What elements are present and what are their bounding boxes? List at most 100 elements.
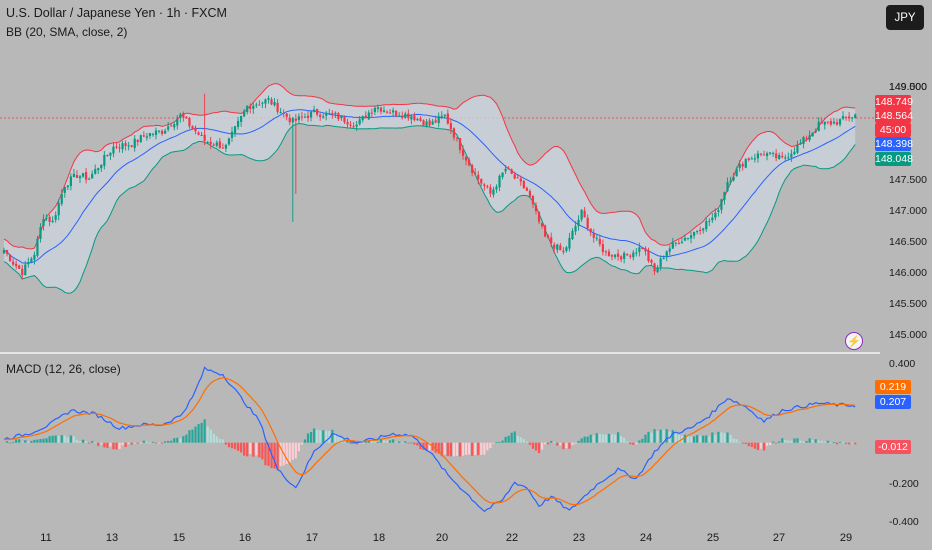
histogram-bar: [66, 437, 69, 443]
candle-body: [121, 143, 124, 150]
histogram-bar: [78, 441, 82, 443]
candle-body: [696, 231, 699, 233]
candle-body: [303, 116, 307, 118]
candle-body: [112, 146, 115, 154]
histogram-bar: [474, 442, 477, 455]
candle-body: [142, 135, 145, 137]
histogram-bar: [361, 442, 364, 444]
candle-body: [778, 155, 781, 160]
candle-body: [510, 169, 513, 174]
histogram-bar: [109, 442, 112, 447]
macd-legend[interactable]: MACD (12, 26, close): [6, 362, 121, 376]
candle-body: [167, 126, 170, 130]
candle-body: [641, 247, 644, 250]
candle-body: [273, 102, 276, 106]
histogram-bar: [817, 440, 820, 443]
candle-body: [662, 258, 665, 260]
histogram-bar: [279, 442, 282, 467]
candle-body: [793, 151, 796, 155]
candle-body: [841, 116, 845, 119]
histogram-bar: [501, 440, 504, 443]
candle-body: [203, 134, 206, 142]
candle-body: [136, 139, 139, 142]
candle-body: [544, 225, 547, 237]
candle-body: [592, 233, 595, 238]
candle-body: [458, 138, 462, 151]
histogram-bar: [157, 442, 161, 444]
histogram-bar: [437, 442, 440, 454]
candle-body: [103, 154, 106, 166]
histogram-bar: [373, 442, 376, 443]
candle-body: [702, 228, 705, 231]
time-label: 20: [435, 532, 449, 544]
candle-body: [735, 168, 738, 177]
candle-body: [352, 126, 355, 128]
candle-body: [826, 121, 829, 123]
histogram-bar: [337, 436, 340, 443]
candle-body: [12, 261, 15, 265]
candle-body: [689, 235, 693, 239]
candle-body: [328, 113, 331, 115]
histogram-bar: [364, 441, 367, 443]
histogram-bar: [820, 440, 823, 443]
candle-body: [851, 117, 854, 119]
histogram-bar: [610, 434, 614, 443]
histogram-bar: [623, 437, 626, 443]
candle-body: [358, 119, 361, 125]
histogram-bar: [218, 439, 221, 443]
candle-body: [185, 116, 188, 119]
candle-body: [209, 141, 212, 145]
histogram-bar: [589, 434, 592, 443]
histogram-bar: [203, 419, 206, 443]
bollinger-bands-legend[interactable]: BB (20, SMA, close, 2): [6, 25, 128, 39]
histogram-bar: [753, 442, 756, 449]
lightning-icon[interactable]: ⚡: [845, 332, 863, 350]
candle-body: [756, 153, 760, 159]
candle-body: [464, 156, 468, 161]
candle-body: [419, 118, 422, 121]
candle-body: [249, 106, 252, 109]
histogram-bar: [343, 440, 346, 443]
histogram-bar: [647, 431, 650, 443]
candle-body: [270, 99, 273, 105]
histogram-bar: [306, 433, 310, 443]
candle-body: [288, 117, 291, 123]
candle-body: [212, 144, 215, 146]
histogram-bar: [45, 438, 48, 443]
candle-body: [264, 99, 267, 104]
candle-body: [829, 121, 832, 125]
candle-body: [160, 130, 164, 134]
histogram-bar: [477, 442, 480, 456]
histogram-bar: [264, 442, 267, 466]
histogram-bar: [519, 437, 522, 443]
candle-body: [392, 110, 395, 113]
time-label: 13: [105, 532, 119, 544]
histogram-bar: [662, 429, 665, 443]
candle-body: [765, 153, 769, 157]
candle-body: [57, 202, 60, 216]
histogram-bar: [215, 436, 218, 443]
histogram-bar: [750, 442, 753, 447]
candle-body: [422, 120, 425, 126]
candle-body: [644, 248, 647, 252]
bb-upper-line: [3, 83, 856, 250]
histogram-bar: [124, 442, 127, 448]
candle-body: [486, 186, 489, 188]
macd-tag: 0.207: [875, 395, 911, 409]
histogram-bar: [139, 442, 142, 444]
currency-button[interactable]: JPY: [886, 5, 924, 30]
candle-body: [650, 260, 653, 263]
price-tick: 145.500: [889, 298, 927, 310]
candle-body: [848, 116, 851, 119]
histogram-bar: [176, 437, 179, 443]
candle-body: [571, 230, 574, 240]
histogram-bar: [480, 442, 483, 455]
candle-body: [255, 104, 258, 106]
candle-body: [753, 158, 756, 160]
candle-body: [69, 176, 72, 187]
histogram-bar: [346, 440, 349, 443]
candle-body: [139, 135, 142, 143]
histogram-bar: [21, 441, 24, 443]
histogram-bar: [322, 430, 325, 443]
